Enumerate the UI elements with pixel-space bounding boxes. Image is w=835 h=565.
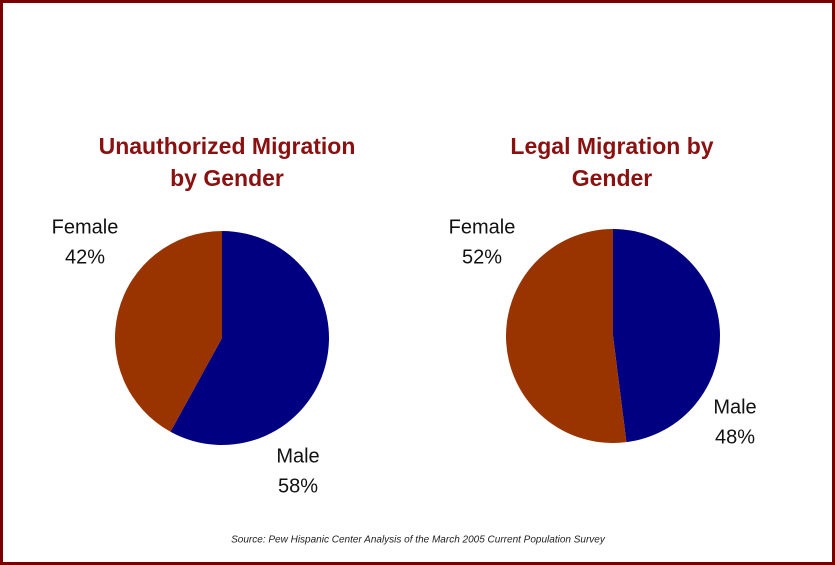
pie-slice [613,229,720,443]
slice-category: Male [276,445,319,467]
slice-category: Female [52,216,119,238]
pie-slice [505,229,627,444]
pie-slice [170,231,329,445]
slice-value: 58% [278,475,318,497]
pie-slice [115,231,222,432]
chart-title: Legal Migration by [510,133,713,159]
source-note: Source: Pew Hispanic Center Analysis of … [231,535,606,546]
slice-value: 48% [715,426,755,448]
chart-title: Unauthorized Migration [99,133,356,159]
slice-value: 52% [462,246,502,268]
slice-value: 42% [65,246,105,268]
chart-title: Gender [572,165,653,191]
slice-category: Female [449,216,516,238]
slice-category: Male [713,396,756,418]
chart-title: by Gender [170,165,284,191]
